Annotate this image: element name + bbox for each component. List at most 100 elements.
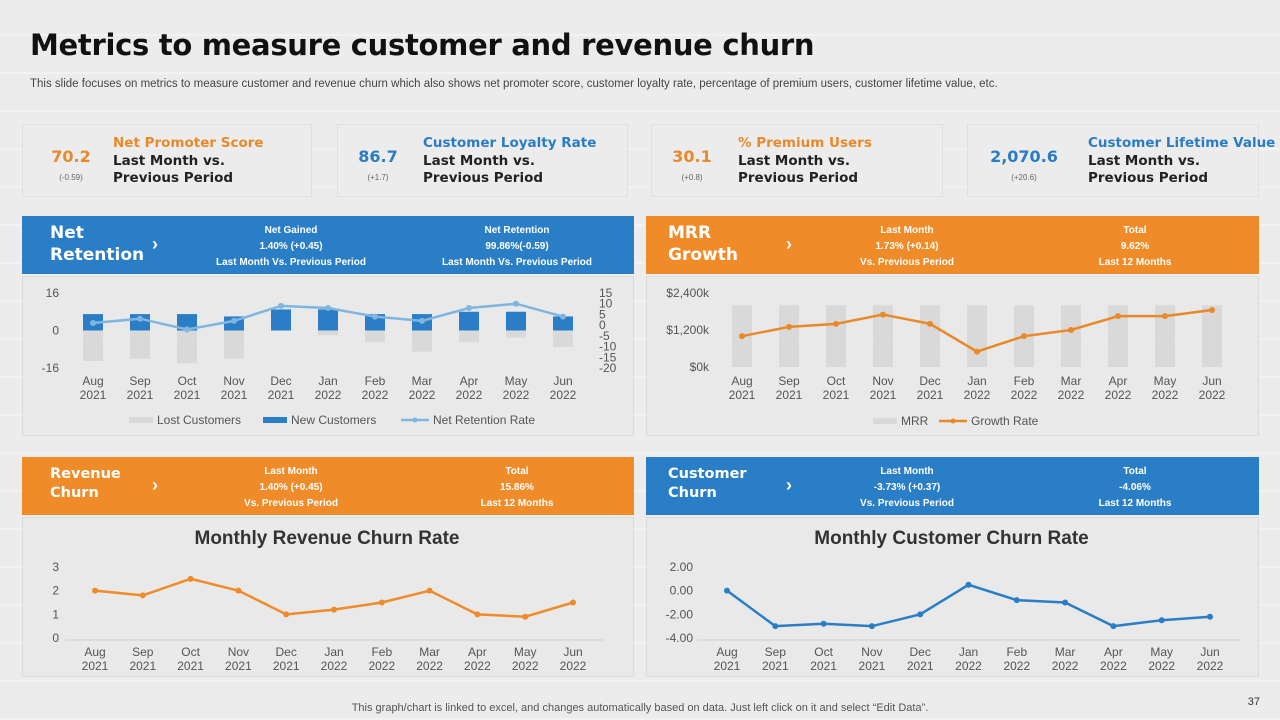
kpi-desc: Last Month vs. Previous Period: [738, 153, 859, 186]
mrr-growth-chart-panel: $2,400k $1,200k $0k Aug 2021 Sep 2021 Oct 2021 No…: [646, 276, 1259, 436]
series-point: [1158, 617, 1165, 624]
net-retention-chart-panel: 16 0 -16 15 10 5 0 -5 -10 -15 -20 Aug 2021 Sep 2021 Oct…: [22, 276, 634, 436]
point-growth-rate: [1209, 306, 1215, 313]
page-number: 37: [1247, 696, 1260, 708]
y-tick-label: $0k: [690, 360, 710, 374]
series-point: [1013, 597, 1020, 604]
kpi-desc: Last Month vs. Previous Period: [1088, 153, 1209, 186]
bar-new-customers: [553, 316, 573, 331]
x-tick-label-month: Apr: [468, 645, 487, 659]
kpi-change: (+0.8): [681, 173, 703, 182]
y-tick-label: $2,400k: [666, 286, 710, 300]
y-tick-label: 0: [52, 324, 59, 338]
y-tick-label: -16: [42, 361, 60, 375]
kpi-name: Customer Loyalty Rate: [423, 135, 597, 151]
y-tick-label: 2.00: [670, 560, 694, 574]
y-tick-label: 10: [599, 297, 613, 311]
bar-new-customers: [459, 311, 479, 331]
point-net-retention-rate: [513, 300, 519, 307]
x-tick-label-year: 2022: [321, 659, 348, 673]
bar-mrr: [779, 305, 799, 367]
y-tick-label: -10: [599, 340, 617, 354]
x-tick-label-year: 2022: [416, 659, 443, 673]
x-tick-label-month: May: [1154, 374, 1177, 388]
x-tick-label-year: 2021: [82, 659, 109, 673]
kpi-card-clv: 2,070.6 (+20.6) Customer Lifetime Value …: [967, 124, 1275, 197]
series-point: [820, 620, 827, 627]
chart-title: Monthly Customer Churn Rate: [814, 528, 1088, 549]
x-tick-label-year: 2021: [859, 659, 886, 673]
x-tick-label-month: Mar: [412, 374, 433, 388]
legend-swatch: [129, 417, 153, 423]
x-tick-label-year: 2021: [127, 388, 154, 402]
series-point: [868, 623, 875, 630]
series-point: [235, 587, 242, 594]
x-tick-label-year: 2021: [714, 659, 741, 673]
x-tick-label-month: Jun: [553, 374, 572, 388]
x-tick-label-year: 2022: [464, 659, 491, 673]
x-tick-label-month: Jun: [1202, 374, 1221, 388]
point-net-retention-rate: [560, 313, 566, 320]
x-tick-label-month: Feb: [371, 645, 392, 659]
y-tick-label: 0: [52, 631, 59, 645]
x-tick-label-month: Jan: [967, 374, 986, 388]
band-stat-last-month: Last Month 1.73% (+0.14) Vs. Previous Peri…: [860, 225, 954, 268]
x-tick-label-month: Jan: [318, 374, 337, 388]
x-tick-label-year: 2021: [129, 659, 156, 673]
x-tick-label-year: 2021: [810, 659, 837, 673]
chevron-right-icon: ›: [152, 234, 158, 254]
x-tick-label-month: May: [514, 645, 537, 659]
series-point: [522, 613, 529, 620]
bar-mrr: [873, 305, 893, 367]
x-tick-label-year: 2022: [1199, 388, 1226, 402]
band-title: Customer Churn: [668, 466, 747, 501]
x-tick-label-month: Nov: [872, 374, 893, 388]
x-tick-label-month: Feb: [1006, 645, 1027, 659]
revenue-churn-chart-panel: Monthly Revenue Churn Rate 3 2 1 0 Aug 2021 Sep…: [22, 517, 634, 677]
x-tick-label-year: 2021: [823, 388, 850, 402]
x-tick-label-month: Nov: [228, 645, 249, 659]
x-tick-label-month: Mar: [1055, 645, 1076, 659]
point-growth-rate: [880, 311, 886, 318]
x-tick-label-year: 2022: [456, 388, 483, 402]
chevron-right-icon: ›: [786, 475, 792, 495]
bar-lost-customers: [83, 330, 103, 361]
series-point: [965, 581, 972, 588]
series-point: [139, 592, 146, 599]
series-line: [726, 583, 1211, 628]
point-growth-rate: [1162, 313, 1168, 320]
point-net-retention-rate: [325, 305, 331, 311]
point-net-retention-rate: [184, 326, 190, 333]
point-growth-rate: [974, 348, 980, 355]
y-tick-label: -5: [599, 329, 610, 343]
bar-lost-customers: [365, 330, 385, 343]
bar-lost-customers: [177, 330, 197, 364]
mrr-growth-chart: $2,400k$1,200k$0kAug2021Sep2021Oct2021No…: [666, 286, 1226, 428]
band-title: MRR Growth: [668, 223, 738, 265]
legend-label: Net Retention Rate: [433, 413, 535, 427]
bar-new-customers: [177, 314, 197, 331]
x-tick-label-year: 2022: [362, 388, 389, 402]
kpi-name: Customer Lifetime Value: [1088, 135, 1276, 151]
x-tick-label-year: 2021: [776, 388, 803, 402]
y-tick-label: 1: [52, 607, 59, 621]
bar-new-customers: [506, 311, 526, 331]
x-tick-label-month: Jun: [1200, 645, 1219, 659]
x-tick-label-year: 2021: [917, 388, 944, 402]
revenue-churn-chart: Monthly Revenue Churn Rate3210Aug2021Sep…: [52, 528, 603, 673]
legend-label: Growth Rate: [971, 414, 1039, 428]
x-tick-label-month: Aug: [731, 374, 752, 388]
bar-mrr: [1108, 305, 1128, 367]
chevron-right-icon: ›: [152, 475, 158, 495]
x-tick-label-month: Dec: [276, 645, 297, 659]
x-tick-label-year: 2022: [1058, 388, 1085, 402]
legend-label: MRR: [901, 414, 929, 428]
point-growth-rate: [739, 333, 745, 340]
chevron-right-icon: ›: [786, 234, 792, 254]
x-tick-label-year: 2022: [315, 388, 342, 402]
band-stat-total: Total 15.86% Last 12 Months: [480, 466, 554, 509]
band-stat-net-gained: Net Gained 1.40% (+0.45) Last Month Vs. Pr…: [215, 225, 367, 268]
kpi-change: (+1.7): [367, 173, 389, 182]
kpi-desc: Last Month vs. Previous Period: [113, 153, 234, 186]
y-tick-label: 0.00: [670, 584, 694, 598]
